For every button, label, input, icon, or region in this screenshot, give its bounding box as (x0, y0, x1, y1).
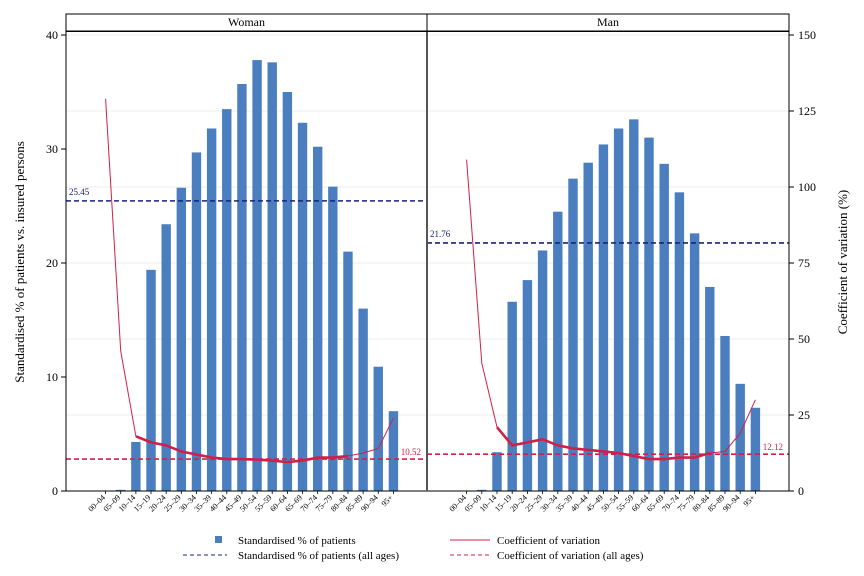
bar (312, 146, 323, 491)
y-right-tick-label: 0 (798, 484, 804, 498)
x-tick-label: 90–94 (721, 493, 742, 514)
bar (568, 178, 578, 491)
bar (750, 407, 761, 491)
panel-title: Woman (228, 15, 265, 29)
bar (206, 128, 217, 492)
bars (100, 60, 761, 492)
legend-avg-pct-label: Standardised % of patients (all ages) (238, 550, 399, 562)
bar (282, 92, 293, 491)
bar (328, 186, 338, 491)
legend-cv-label: Coefficient of variation (497, 535, 601, 547)
cv-line-segment (135, 435, 349, 464)
left-axis-title: Standardised % of patients vs. insured p… (12, 141, 27, 383)
bar (252, 60, 262, 491)
avg-cv-label: 10.52 (401, 447, 421, 457)
avg-pct-label: 25.45 (69, 187, 90, 197)
right-axis-title: Coefficient of variation (%) (835, 190, 850, 335)
bar (176, 187, 187, 491)
panel-header (426, 13, 790, 32)
panel-titles: Woman Man (65, 13, 790, 32)
y-left-tick-label: 20 (46, 256, 58, 270)
bar (146, 269, 156, 491)
cv-line-segment (347, 417, 394, 457)
bar (388, 411, 399, 491)
bar (343, 251, 353, 491)
avg-cv-label: 12.12 (763, 442, 783, 452)
bar (477, 489, 487, 491)
bar (598, 144, 609, 491)
bar (644, 137, 654, 491)
cv-line-segment (105, 98, 137, 437)
bar (237, 84, 247, 492)
bar (674, 192, 685, 491)
legend-bars-swatch (215, 536, 222, 543)
bar (689, 233, 700, 492)
bar (720, 335, 730, 491)
legend-avg-cv-label: Coefficient of variation (all ages) (497, 550, 644, 562)
axes: 00–0405–0910–1415–1920–2425–2930–3435–39… (46, 28, 816, 514)
y-left-tick-label: 40 (46, 28, 58, 42)
bar (161, 224, 171, 492)
cv-line-segment (496, 426, 711, 461)
bar (373, 366, 383, 491)
bar (358, 308, 368, 491)
bar (222, 109, 232, 491)
bar (507, 301, 517, 491)
cv-lines (105, 98, 756, 464)
cv-line-segment (466, 159, 498, 428)
legend: Standardised % of patients Coefficient o… (183, 535, 644, 562)
bar (191, 152, 202, 492)
cv-line-segment (709, 399, 756, 454)
bar (629, 119, 639, 492)
y-left-tick-label: 10 (46, 370, 58, 384)
y-right-tick-label: 50 (798, 332, 810, 346)
panel-title: Man (597, 15, 619, 29)
bar (735, 383, 745, 491)
bar (131, 441, 141, 491)
bar (492, 452, 502, 491)
y-left-tick-label: 0 (52, 484, 58, 498)
bar (583, 162, 593, 491)
y-right-tick-label: 150 (798, 28, 816, 42)
bar (267, 62, 277, 492)
legend-bars-label: Standardised % of patients (238, 535, 356, 547)
bar (537, 250, 548, 491)
bar (297, 122, 308, 491)
bar (116, 489, 126, 491)
y-right-tick-label: 75 (798, 256, 810, 270)
bar (522, 280, 533, 491)
bar (613, 128, 624, 492)
average-lines: 25.45 10.52 21.76 12.12 (66, 187, 789, 460)
bar (705, 286, 715, 491)
x-tick-label: 95+ (380, 493, 396, 509)
y-left-tick-label: 30 (46, 142, 58, 156)
avg-pct-label: 21.76 (430, 229, 451, 239)
x-tick-label: 90–94 (359, 493, 380, 514)
y-right-tick-label: 125 (798, 104, 816, 118)
y-right-tick-label: 25 (798, 408, 810, 422)
bar (659, 163, 669, 491)
bar (553, 211, 563, 491)
x-tick-label: 95+ (742, 493, 758, 509)
y-right-tick-label: 100 (798, 180, 816, 194)
